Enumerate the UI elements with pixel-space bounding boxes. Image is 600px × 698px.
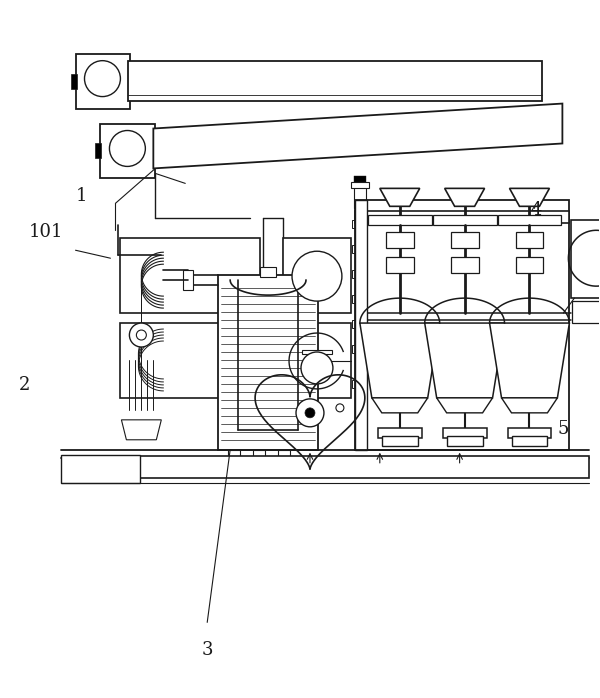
Bar — [352, 221, 368, 228]
Bar — [355, 211, 569, 223]
Bar — [386, 257, 414, 273]
Bar — [352, 245, 368, 253]
Bar — [572, 301, 600, 323]
Bar — [71, 73, 77, 89]
Bar — [451, 232, 479, 248]
Circle shape — [336, 404, 344, 412]
Bar — [508, 428, 551, 438]
Bar — [283, 238, 351, 313]
Text: 3: 3 — [202, 641, 213, 659]
Polygon shape — [360, 323, 440, 398]
Bar — [351, 182, 369, 188]
Bar — [128, 61, 542, 101]
Bar — [253, 450, 265, 465]
Circle shape — [301, 352, 333, 384]
Circle shape — [292, 251, 342, 301]
Bar — [352, 270, 368, 279]
Bar — [515, 232, 544, 248]
Polygon shape — [490, 323, 569, 398]
Bar — [382, 436, 418, 446]
Bar — [260, 267, 276, 277]
Polygon shape — [425, 323, 505, 398]
Polygon shape — [380, 188, 420, 207]
Bar — [352, 380, 368, 388]
Bar — [512, 436, 547, 446]
Bar — [433, 215, 497, 225]
Bar — [515, 257, 544, 273]
Circle shape — [85, 61, 121, 96]
Bar — [378, 428, 422, 438]
Circle shape — [109, 131, 145, 166]
Bar — [278, 450, 290, 465]
Text: 5: 5 — [558, 420, 569, 438]
Bar — [368, 215, 431, 225]
Polygon shape — [437, 398, 493, 413]
Bar — [228, 450, 240, 465]
Bar — [352, 320, 368, 328]
Bar — [354, 184, 366, 208]
Bar — [354, 177, 366, 182]
Polygon shape — [502, 398, 557, 413]
Polygon shape — [302, 350, 332, 354]
Circle shape — [130, 323, 154, 347]
Bar — [218, 275, 318, 450]
Bar — [183, 270, 193, 290]
Text: 2: 2 — [19, 376, 31, 394]
Bar — [352, 295, 368, 303]
Bar — [100, 456, 589, 477]
Text: 101: 101 — [28, 223, 63, 241]
Polygon shape — [509, 188, 550, 207]
Text: 4: 4 — [531, 201, 542, 218]
Bar — [446, 436, 482, 446]
Bar — [95, 144, 101, 158]
Text: 1: 1 — [76, 187, 87, 205]
Bar — [497, 215, 562, 225]
Circle shape — [305, 408, 315, 418]
Bar — [571, 221, 600, 298]
Bar — [352, 345, 368, 353]
Bar — [61, 455, 140, 483]
Bar — [355, 200, 367, 450]
Polygon shape — [121, 419, 161, 440]
Bar — [443, 428, 487, 438]
Bar — [100, 124, 155, 179]
Polygon shape — [445, 188, 485, 207]
Bar — [283, 323, 351, 398]
Bar — [355, 200, 569, 450]
Polygon shape — [372, 398, 428, 413]
Bar — [121, 323, 260, 398]
Circle shape — [296, 399, 324, 426]
Bar — [121, 238, 260, 313]
Circle shape — [136, 330, 146, 340]
Bar — [386, 232, 414, 248]
Bar — [76, 54, 130, 109]
Polygon shape — [154, 103, 562, 168]
Bar — [260, 279, 280, 293]
Bar — [451, 257, 479, 273]
